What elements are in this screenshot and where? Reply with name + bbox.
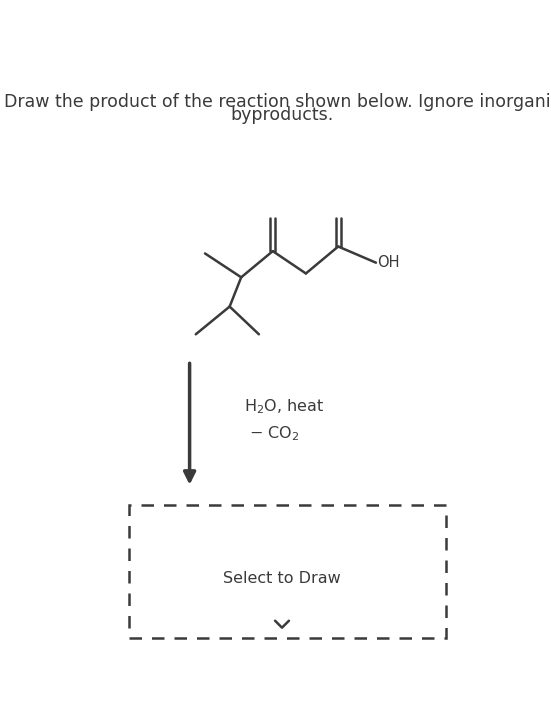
Bar [129,505,446,638]
Text: byproducts.: byproducts. [230,105,333,123]
Text: OH: OH [377,255,400,270]
Text: Select to Draw: Select to Draw [223,571,341,586]
Text: H$_2$O, heat: H$_2$O, heat [244,397,325,416]
Text: Draw the product of the reaction shown below. Ignore inorganic: Draw the product of the reaction shown b… [4,93,551,111]
Text: $-$ CO$_2$: $-$ CO$_2$ [249,424,300,443]
